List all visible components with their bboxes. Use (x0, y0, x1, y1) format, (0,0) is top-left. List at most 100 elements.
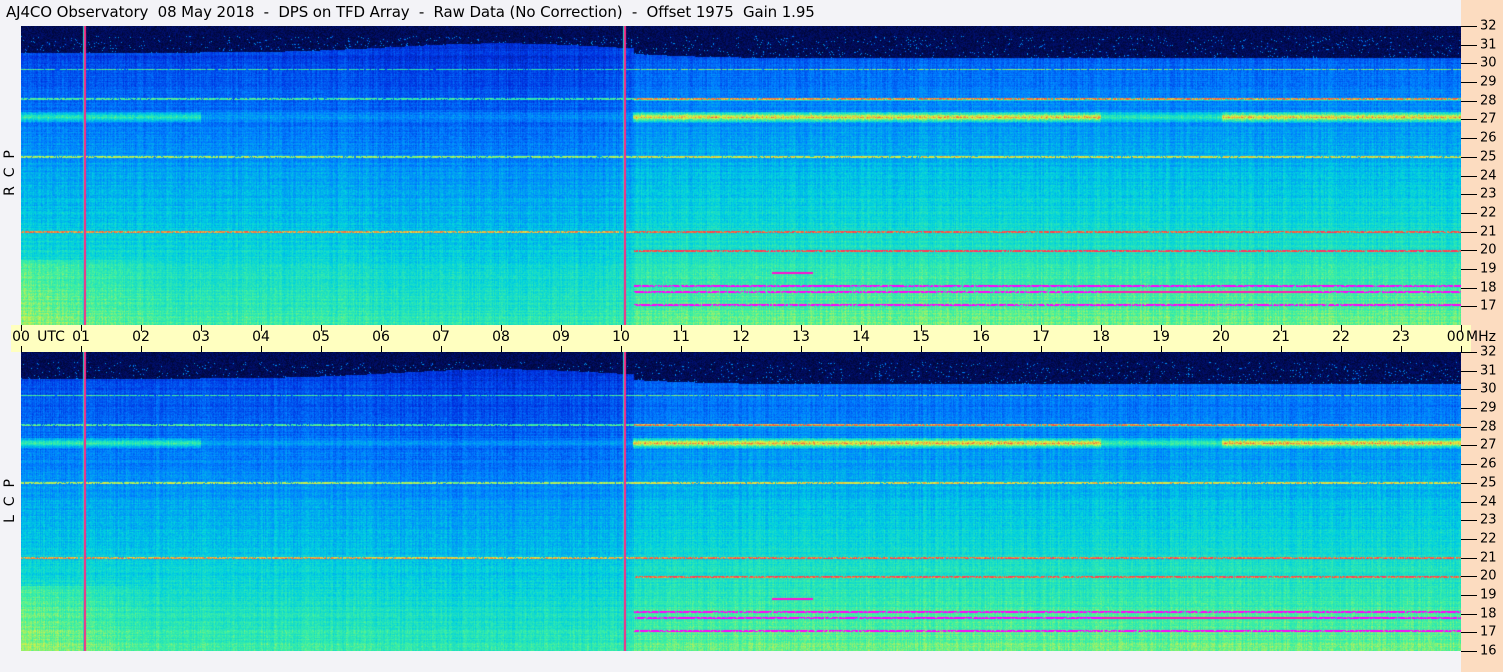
freq-tick (1461, 632, 1477, 634)
time-tick (141, 325, 142, 331)
freq-tick-label: 29 (1480, 400, 1497, 416)
time-tick (1101, 325, 1102, 331)
freq-tick (1461, 194, 1477, 196)
freq-tick (1461, 100, 1477, 102)
time-tick-label: 07 (432, 329, 450, 345)
freq-tick-label: 29 (1480, 74, 1497, 90)
time-tick (1461, 325, 1462, 331)
freq-tick-label: 19 (1480, 587, 1497, 603)
time-tick (681, 346, 682, 352)
freq-tick-label: 26 (1480, 456, 1497, 472)
freq-tick (1461, 501, 1477, 503)
freq-tick (1461, 445, 1477, 447)
freq-tick (1461, 175, 1477, 177)
freq-tick (1461, 482, 1477, 484)
freq-tick-label: 19 (1480, 261, 1497, 277)
time-tick-label: 00 (1446, 329, 1465, 345)
time-tick (81, 325, 82, 331)
freq-tick-label: 26 (1480, 130, 1497, 146)
freq-tick (1461, 370, 1477, 372)
time-tick (861, 325, 862, 331)
time-tick-label: 04 (252, 329, 270, 345)
time-tick (261, 346, 262, 352)
time-tick (1101, 346, 1102, 352)
freq-tick-label: 31 (1480, 37, 1497, 53)
time-tick (681, 325, 682, 331)
time-tick-label: 15 (912, 329, 930, 345)
time-tick (261, 325, 262, 331)
window-title: AJ4CO Observatory 08 May 2018 - DPS on T… (6, 3, 815, 21)
freq-tick-label: 23 (1480, 186, 1497, 202)
freq-tick (1461, 352, 1477, 353)
time-tick-label: 19 (1152, 329, 1170, 345)
time-tick (1041, 325, 1042, 331)
freq-tick-label: 24 (1480, 494, 1497, 509)
time-tick (141, 346, 142, 352)
freq-tick-label: 31 (1480, 363, 1497, 379)
time-tick-label: 01 (72, 329, 90, 345)
time-tick-label: 00 (12, 329, 30, 345)
time-tick-label: 09 (552, 329, 570, 345)
freq-tick-label: 22 (1480, 531, 1497, 547)
freq-tick (1461, 231, 1477, 233)
lcp-spectrogram (21, 352, 1461, 651)
freq-tick (1461, 156, 1477, 158)
time-tick (321, 325, 322, 331)
time-tick (1221, 346, 1222, 352)
time-tick (1461, 346, 1462, 352)
time-tick-label: 12 (732, 329, 750, 345)
time-tick (201, 346, 202, 352)
freq-tick-label: 23 (1480, 512, 1497, 528)
time-tick (1341, 325, 1342, 331)
time-tick (561, 325, 562, 331)
freq-tick-label: 28 (1480, 93, 1497, 109)
time-tick (501, 325, 502, 331)
freq-tick (1461, 63, 1477, 65)
time-tick-label: 16 (972, 329, 990, 345)
time-tick (441, 346, 442, 352)
time-tick (1281, 325, 1282, 331)
time-tick (801, 346, 802, 352)
time-tick (921, 325, 922, 331)
time-tick (801, 325, 802, 331)
time-tick (621, 325, 622, 331)
freq-tick-label: 25 (1480, 149, 1497, 165)
freq-tick-label: 17 (1480, 624, 1497, 640)
freq-tick-label: 32 (1480, 18, 1497, 34)
time-tick (381, 346, 382, 352)
time-tick (1281, 346, 1282, 352)
freq-tick (1461, 426, 1477, 428)
freq-tick (1461, 82, 1477, 84)
freq-tick (1461, 268, 1477, 270)
time-tick-label: 20 (1212, 329, 1230, 345)
time-tick (1401, 325, 1402, 331)
time-tick (201, 325, 202, 331)
freq-tick (1461, 212, 1477, 214)
time-tick (1161, 325, 1162, 331)
freq-tick-label: 32 (1480, 344, 1497, 360)
lcp-heatmap (21, 352, 1461, 651)
freq-tick-label: 18 (1480, 280, 1497, 296)
time-tick (321, 346, 322, 352)
time-tick (21, 325, 22, 331)
time-tick (981, 325, 982, 331)
time-tick-label: 05 (312, 329, 330, 345)
freq-tick (1461, 119, 1477, 121)
time-tick (741, 325, 742, 331)
time-tick-label: 21 (1272, 329, 1290, 345)
freq-tick (1461, 594, 1477, 596)
freq-tick-label: 18 (1480, 606, 1497, 622)
time-tick-label: 13 (792, 329, 810, 345)
time-tick (741, 346, 742, 352)
freq-tick-label: 30 (1480, 381, 1497, 397)
time-tick (861, 346, 862, 352)
time-tick (21, 346, 22, 352)
time-tick-label: 10 (612, 329, 630, 345)
time-tick (621, 346, 622, 352)
freq-tick (1461, 538, 1477, 540)
time-tick (501, 346, 502, 352)
freq-tick (1461, 250, 1477, 252)
time-tick-label: 14 (852, 329, 870, 345)
freq-tick-label: 30 (1480, 55, 1497, 71)
freq-tick (1461, 44, 1477, 46)
